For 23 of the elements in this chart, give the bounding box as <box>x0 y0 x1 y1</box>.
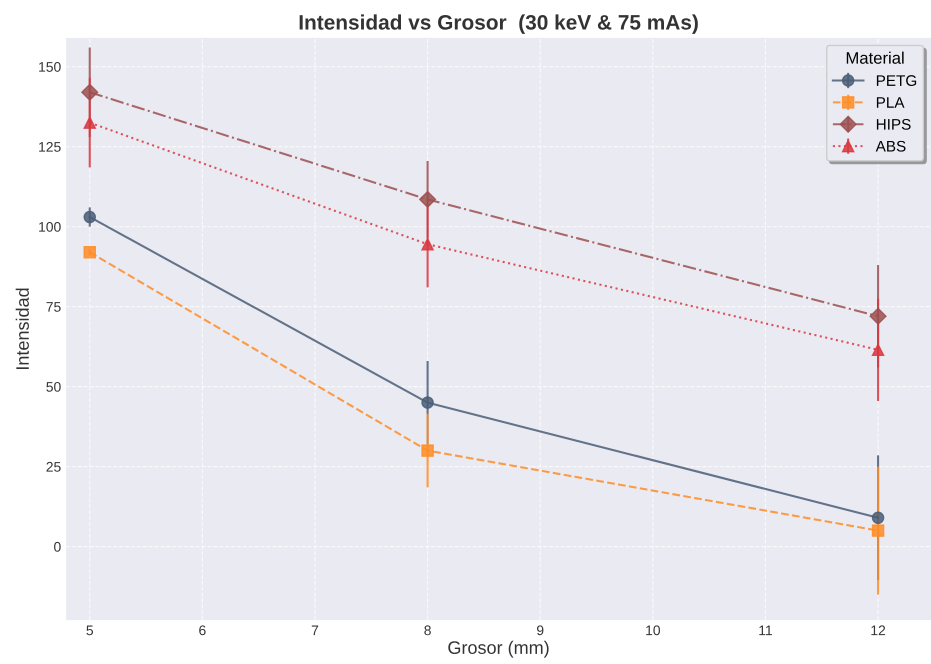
legend-label: PLA <box>876 97 904 108</box>
y-tick-label: 50 <box>46 382 61 392</box>
x-tick-label: 10 <box>646 625 660 636</box>
x-tick-label: 11 <box>759 626 772 636</box>
y-tick-label: 125 <box>39 142 61 152</box>
x-tick-label: 9 <box>537 625 544 636</box>
legend-label: ABS <box>876 140 906 152</box>
y-tick-label: 75 <box>46 302 61 312</box>
y-tick-label: 25 <box>46 462 61 472</box>
y-tick-label: 0 <box>54 542 61 552</box>
x-tick-label: 7 <box>312 626 318 636</box>
x-tick-label: 6 <box>199 625 206 636</box>
legend-title: Material <box>846 52 904 64</box>
y-axis-title: Intensidad <box>16 288 29 369</box>
y-tick-label: 150 <box>39 62 61 72</box>
chart-title: Intensidad vs Grosor (30 keV & 75 mAs) <box>300 14 698 34</box>
y-tick-label: 100 <box>39 222 61 232</box>
legend-label: HIPS <box>876 118 911 130</box>
x-tick-label: 8 <box>424 625 431 636</box>
x-tick-label: 5 <box>86 626 94 636</box>
legend-label: PETG <box>876 75 916 86</box>
x-tick-label: 12 <box>871 625 886 636</box>
x-axis-title: Grosor (mm) <box>448 640 549 658</box>
